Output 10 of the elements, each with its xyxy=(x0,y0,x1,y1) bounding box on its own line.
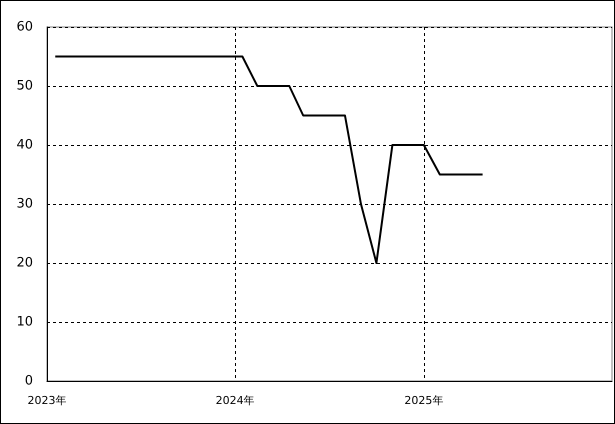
y-tick-label: 20 xyxy=(16,256,33,270)
y-tick-label: 0 xyxy=(24,374,33,388)
y-tick-label: 30 xyxy=(16,196,33,212)
x-tick-label: 2024年 xyxy=(216,394,255,407)
y-tick-label: 60 xyxy=(16,20,33,34)
y-tick-label: 10 xyxy=(16,314,33,330)
y-tick-label: 50 xyxy=(16,78,33,94)
x-tick-label: 2023年 xyxy=(28,394,66,407)
y-tick-label: 40 xyxy=(16,138,33,152)
x-tick-label: 2025年 xyxy=(404,394,444,407)
